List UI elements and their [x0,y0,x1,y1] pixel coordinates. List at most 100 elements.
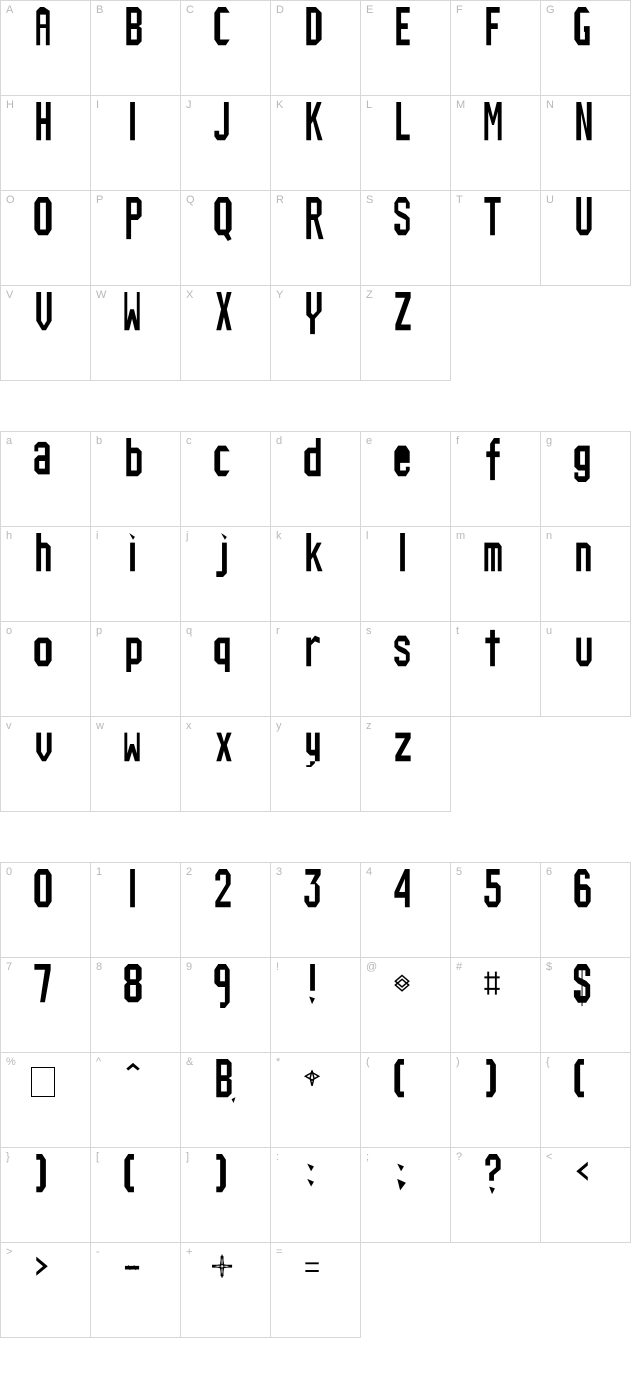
glyph-cell: C [181,1,271,96]
glyph-cell: f [451,432,541,527]
key-label: L [366,99,372,111]
glyph-cell: < [541,1148,631,1243]
glyph-X [209,292,269,347]
glyph-lbrace [569,1059,629,1114]
key-label: l [366,530,368,542]
glyph-cell: Z [361,286,451,381]
key-label: O [6,194,15,206]
glyph-cell: { [541,1053,631,1148]
key-label: 8 [96,961,102,973]
glyph-z [389,723,449,778]
glyph-i [119,533,179,588]
key-label: z [366,720,372,732]
glyph-6 [569,869,629,924]
key-label: 0 [6,866,12,878]
key-label: A [6,4,13,16]
glyph-j [209,533,269,588]
glyph-gt [29,1249,89,1304]
key-label: b [96,435,102,447]
glyph-cell: N [541,96,631,191]
glyph-hash [479,964,539,1019]
glyph-x [209,723,269,778]
key-label: 9 [186,961,192,973]
glyph-1 [119,869,179,924]
key-label: m [456,530,465,542]
glyph-cell: u [541,622,631,717]
glyph-lparen [389,1059,449,1114]
key-label: p [96,625,102,637]
glyph-cell: = [271,1243,361,1338]
glyph-cell: ! [271,958,361,1053]
glyph-cell: $ [541,958,631,1053]
glyph-k [299,533,359,588]
glyph-cell: P [91,191,181,286]
glyph-G [569,7,629,62]
glyph-H [29,102,89,157]
key-label: 4 [366,866,372,878]
glyph-S [389,197,449,252]
glyph-v [29,723,89,778]
glyph-cell: # [451,958,541,1053]
glyph-cell: + [181,1243,271,1338]
glyph-cell: S [361,191,451,286]
key-label: e [366,435,372,447]
glyph-cell: h [1,527,91,622]
glyph-cell: E [361,1,451,96]
key-label: & [186,1056,193,1068]
key-label: d [276,435,282,447]
glyph-cell: D [271,1,361,96]
glyph-h [29,533,89,588]
glyph-cell: M [451,96,541,191]
glyph-F [479,7,539,62]
glyph-cell: 4 [361,863,451,958]
glyph-Q [209,197,269,252]
key-label: t [456,625,459,637]
glyph-N [569,102,629,157]
glyph-cell: B [91,1,181,96]
glyph-cell: 7 [1,958,91,1053]
glyph-cell: L [361,96,451,191]
glyph-t [479,628,539,683]
key-label: ) [456,1056,460,1068]
glyph-cell: 2 [181,863,271,958]
glyph-cell: w [91,717,181,812]
glyph-n [569,533,629,588]
glyph-grid: ABCDEFGHIJKLMNOPQRSTUVWXYZ [0,0,631,381]
glyph-C [209,7,269,62]
glyph-I [119,102,179,157]
glyph-cell: 6 [541,863,631,958]
glyph-E [389,7,449,62]
glyph-cell: y [271,717,361,812]
glyph-Z [389,292,449,347]
glyph-cell: [ [91,1148,181,1243]
key-label: P [96,194,103,206]
glyph-J [209,102,269,157]
glyph-8 [119,964,179,1019]
glyph-cell: R [271,191,361,286]
glyph-0 [29,869,89,924]
glyph-cell: j [181,527,271,622]
glyph-4 [389,869,449,924]
glyph-cell: v [1,717,91,812]
glyph-cell: 9 [181,958,271,1053]
key-label: Z [366,289,373,301]
key-label: > [6,1246,12,1258]
glyph-cell: A [1,1,91,96]
glyph-cell: Y [271,286,361,381]
key-label: a [6,435,12,447]
glyph-plus [209,1249,269,1304]
glyph-p [119,628,179,683]
glyph-y [299,723,359,778]
glyph-cell: } [1,1148,91,1243]
glyph-cell: > [1,1243,91,1338]
key-label: x [186,720,192,732]
key-label: S [366,194,373,206]
key-label: [ [96,1151,99,1163]
section-uppercase: ABCDEFGHIJKLMNOPQRSTUVWXYZ [0,0,640,381]
key-label: g [546,435,552,447]
glyph-cell: W [91,286,181,381]
key-label: I [96,99,99,111]
key-label: o [6,625,12,637]
glyph-cell: 0 [1,863,91,958]
key-label: ? [456,1151,462,1163]
